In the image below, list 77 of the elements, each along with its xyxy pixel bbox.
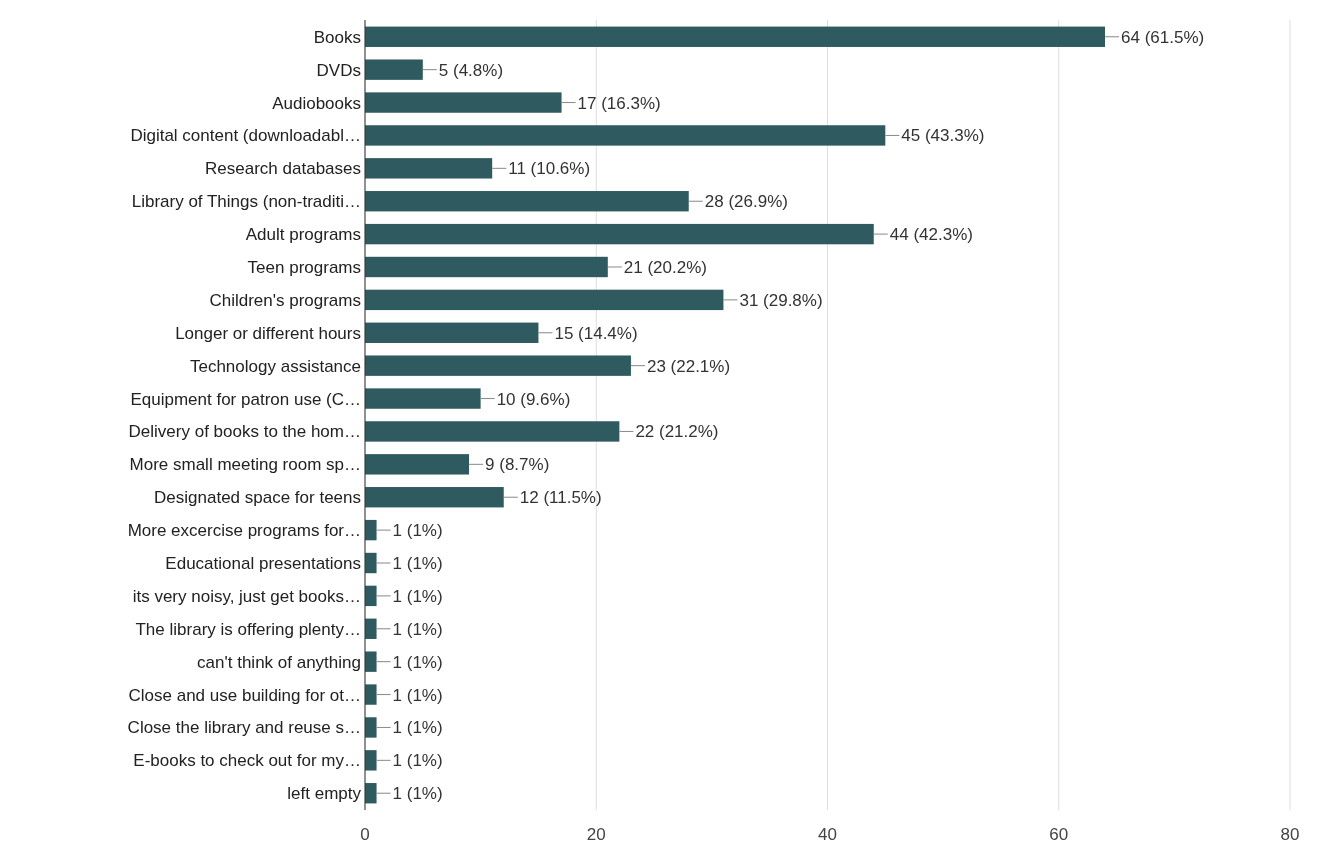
bar: [365, 256, 608, 278]
bar: [365, 519, 377, 541]
x-tick-label: 80: [1280, 825, 1300, 844]
bar: [365, 585, 377, 607]
y-tick-label: Adult programs: [245, 225, 361, 245]
data-label: 1 (1%): [392, 521, 443, 541]
y-tick-label: Children's programs: [209, 290, 361, 310]
bar: [365, 684, 377, 705]
data-label: 1 (1%): [392, 718, 443, 738]
data-label: 15 (14.4%): [554, 323, 638, 343]
bar: [365, 289, 724, 311]
data-label: 11 (10.6%): [508, 159, 591, 179]
data-label: 1 (1%): [392, 751, 443, 771]
data-label: 28 (26.9%): [704, 192, 788, 212]
bar: [365, 125, 886, 146]
x-tick-label: 40: [818, 825, 837, 844]
x-tick-label: 20: [586, 825, 606, 844]
y-tick-label: Close the library and reuse s…: [127, 718, 361, 738]
data-label: 1 (1%): [392, 553, 443, 573]
y-tick-label: E-books to check out for my…: [133, 751, 361, 771]
y-tick-label: More small meeting room sp…: [129, 455, 361, 475]
bar: [365, 487, 504, 508]
y-tick-label: More excercise programs for…: [127, 521, 361, 541]
bar: [365, 388, 481, 409]
bar: [365, 454, 470, 475]
data-label: 45 (43.3%): [901, 126, 985, 146]
data-label: 1 (1%): [392, 652, 443, 672]
y-tick-label: Delivery of books to the hom…: [128, 422, 361, 442]
y-tick-label: DVDs: [316, 60, 361, 80]
data-label: 12 (11.5%): [519, 488, 602, 508]
bar: [365, 92, 562, 113]
y-tick-label: Equipment for patron use (C…: [130, 389, 361, 409]
y-tick-label: its very noisy, just get books…: [132, 586, 361, 606]
data-label: 17 (16.3%): [577, 93, 661, 113]
data-label: 22 (21.2%): [635, 422, 719, 442]
data-label: 44 (42.3%): [889, 225, 973, 245]
y-tick-label: Audiobooks: [272, 93, 361, 113]
y-tick-label: The library is offering plenty…: [135, 619, 361, 639]
y-tick-label: Educational presentations: [165, 553, 361, 573]
bar: [365, 223, 874, 245]
bar: [365, 750, 377, 771]
bar: [365, 651, 377, 672]
bar: [365, 191, 689, 212]
data-label: 1 (1%): [392, 619, 443, 639]
y-tick-label: Close and use building for ot…: [128, 685, 361, 705]
bar: [365, 618, 377, 639]
x-tick-label: 60: [1049, 825, 1069, 844]
x-tick-label: 0: [360, 825, 370, 844]
bar: [365, 322, 539, 343]
bar: [365, 421, 620, 442]
bar: [365, 158, 493, 179]
data-label: 5 (4.8%): [438, 60, 504, 80]
y-tick-label: Longer or different hours: [175, 323, 361, 343]
y-tick-label: can't think of anything: [197, 652, 361, 672]
data-label: 21 (20.2%): [623, 257, 707, 277]
y-tick-label: left empty: [287, 784, 362, 804]
data-label: 1 (1%): [392, 784, 443, 804]
data-label: 10 (9.6%): [496, 389, 571, 409]
data-label: 23 (22.1%): [646, 356, 731, 376]
bar: [365, 783, 377, 804]
data-label: 9 (8.7%): [485, 455, 550, 475]
bar: [365, 552, 377, 574]
y-tick-label: Research databases: [205, 159, 361, 179]
bar: [365, 355, 631, 376]
y-tick-label: Designated space for teens: [154, 488, 361, 508]
y-tick-label: Digital content (downloadabl…: [130, 126, 361, 146]
data-label: 1 (1%): [392, 586, 443, 606]
y-tick-label: Technology assistance: [189, 356, 361, 376]
bar: [365, 717, 377, 738]
y-tick-label: Library of Things (non-traditi…: [131, 192, 361, 212]
data-label: 31 (29.8%): [739, 290, 823, 310]
data-label: 64 (61.5%): [1121, 27, 1205, 47]
y-tick-label: Teen programs: [247, 257, 361, 277]
bar: [365, 59, 423, 80]
bar: [365, 26, 1105, 47]
data-label: 1 (1%): [392, 685, 443, 705]
y-tick-label: Books: [313, 27, 361, 47]
